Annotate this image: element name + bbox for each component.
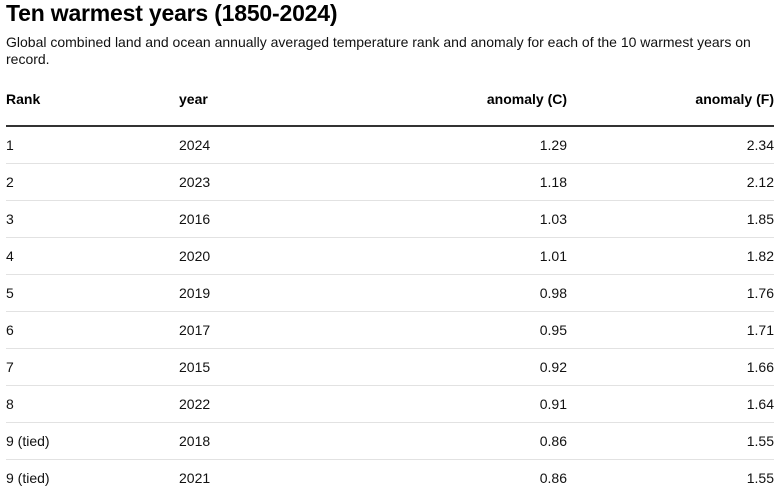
- column-header-anomaly-f: anomaly (F): [567, 88, 774, 126]
- anomaly-c-cell: 1.01: [365, 238, 567, 275]
- anomaly-f-cell: 1.55: [567, 460, 774, 496]
- column-header-year: year: [179, 88, 365, 126]
- anomaly-c-cell: 1.29: [365, 126, 567, 164]
- rank-cell: 4: [6, 238, 179, 275]
- rank-cell: 8: [6, 386, 179, 423]
- rank-cell: 5: [6, 275, 179, 312]
- rank-cell: 3: [6, 201, 179, 238]
- year-cell: 2015: [179, 349, 365, 386]
- anomaly-f-cell: 1.76: [567, 275, 774, 312]
- year-cell: 2016: [179, 201, 365, 238]
- rank-cell: 9 (tied): [6, 423, 179, 460]
- anomaly-f-cell: 1.82: [567, 238, 774, 275]
- year-cell: 2020: [179, 238, 365, 275]
- chart-container: Ten warmest years (1850-2024) Global com…: [0, 0, 781, 485]
- column-header-rank: Rank: [6, 88, 179, 126]
- anomaly-c-cell: 0.92: [365, 349, 567, 386]
- chart-subtitle: Global combined land and ocean annually …: [6, 34, 766, 68]
- rank-cell: 1: [6, 126, 179, 164]
- year-cell: 2019: [179, 275, 365, 312]
- anomaly-c-cell: 0.95: [365, 312, 567, 349]
- column-header-anomaly-c: anomaly (C): [365, 88, 567, 126]
- year-cell: 2022: [179, 386, 365, 423]
- year-cell: 2024: [179, 126, 365, 164]
- anomaly-c-cell: 1.18: [365, 164, 567, 201]
- anomaly-c-cell: 1.03: [365, 201, 567, 238]
- anomaly-c-cell: 0.98: [365, 275, 567, 312]
- rank-cell: 6: [6, 312, 179, 349]
- year-cell: 2018: [179, 423, 365, 460]
- table-header: Rank year anomaly (C) anomaly (F): [6, 88, 774, 126]
- anomaly-f-cell: 1.85: [567, 201, 774, 238]
- anomaly-f-cell: 2.12: [567, 164, 774, 201]
- anomaly-f-cell: 2.34: [567, 126, 774, 164]
- anomaly-f-cell: 1.55: [567, 423, 774, 460]
- rank-cell: 2: [6, 164, 179, 201]
- year-cell: 2023: [179, 164, 365, 201]
- header-row: Rank year anomaly (C) anomaly (F): [6, 88, 774, 126]
- rank-cell: 7: [6, 349, 179, 386]
- chart-title: Ten warmest years (1850-2024): [6, 0, 774, 27]
- anomaly-c-cell: 0.86: [365, 423, 567, 460]
- anomaly-f-cell: 1.71: [567, 312, 774, 349]
- anomaly-c-cell: 0.91: [365, 386, 567, 423]
- anomaly-c-cell: 0.86: [365, 460, 567, 496]
- rank-cell: 9 (tied): [6, 460, 179, 496]
- anomaly-f-cell: 1.64: [567, 386, 774, 423]
- year-cell: 2021: [179, 460, 365, 496]
- anomaly-f-cell: 1.66: [567, 349, 774, 386]
- year-cell: 2017: [179, 312, 365, 349]
